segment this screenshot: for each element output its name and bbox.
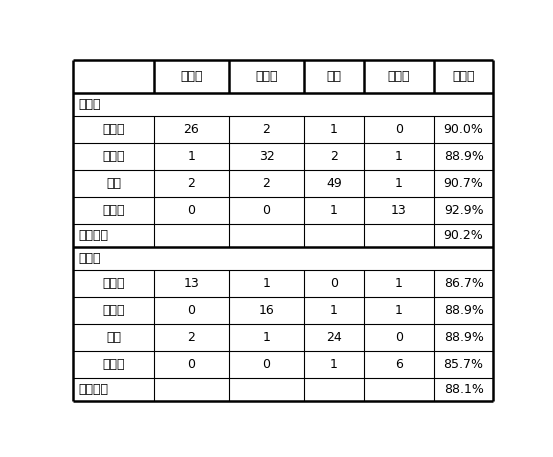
Text: 成熟: 成熟 xyxy=(106,331,121,345)
Text: 0: 0 xyxy=(187,204,195,218)
Text: 49: 49 xyxy=(326,177,342,191)
Text: 0: 0 xyxy=(263,358,270,372)
Text: 过成熟: 过成熟 xyxy=(102,204,125,218)
Text: 90.2%: 90.2% xyxy=(444,229,483,243)
Text: 1: 1 xyxy=(263,331,270,345)
Text: 成熟: 成熟 xyxy=(106,177,121,191)
Text: 半成熟: 半成熟 xyxy=(102,150,125,164)
Text: 1: 1 xyxy=(330,123,338,136)
Text: 13: 13 xyxy=(184,277,199,290)
Text: 过成熟: 过成熟 xyxy=(388,70,410,83)
Text: 1: 1 xyxy=(395,150,403,164)
Text: 86.7%: 86.7% xyxy=(444,277,483,290)
Text: 0: 0 xyxy=(187,304,195,318)
Text: 0: 0 xyxy=(395,123,403,136)
Text: 1: 1 xyxy=(330,358,338,372)
Text: 1: 1 xyxy=(395,177,403,191)
Text: 26: 26 xyxy=(184,123,199,136)
Text: 成熟: 成熟 xyxy=(326,70,341,83)
Text: 1: 1 xyxy=(187,150,195,164)
Text: 0: 0 xyxy=(395,331,403,345)
Text: 1: 1 xyxy=(395,304,403,318)
Text: 88.9%: 88.9% xyxy=(444,331,483,345)
Text: 32: 32 xyxy=(259,150,274,164)
Text: 24: 24 xyxy=(326,331,342,345)
Text: 未成熟: 未成熟 xyxy=(102,277,125,290)
Text: 88.1%: 88.1% xyxy=(444,383,483,397)
Text: 1: 1 xyxy=(330,304,338,318)
Text: 未成熟: 未成熟 xyxy=(180,70,202,83)
Text: 88.9%: 88.9% xyxy=(444,150,483,164)
Text: 半成熟: 半成熟 xyxy=(102,304,125,318)
Text: 正确率: 正确率 xyxy=(452,70,475,83)
Text: 2: 2 xyxy=(187,177,195,191)
Text: 2: 2 xyxy=(330,150,338,164)
Text: 90.7%: 90.7% xyxy=(444,177,483,191)
Text: 过成熟: 过成熟 xyxy=(102,358,125,372)
Text: 总正确率: 总正确率 xyxy=(79,229,108,243)
Text: 半成熟: 半成熟 xyxy=(255,70,278,83)
Text: 0: 0 xyxy=(187,358,195,372)
Text: 16: 16 xyxy=(259,304,274,318)
Text: 0: 0 xyxy=(330,277,338,290)
Text: 1: 1 xyxy=(263,277,270,290)
Text: 6: 6 xyxy=(395,358,403,372)
Text: 92.9%: 92.9% xyxy=(444,204,483,218)
Text: 校准集: 校准集 xyxy=(79,98,101,112)
Text: 85.7%: 85.7% xyxy=(444,358,484,372)
Text: 2: 2 xyxy=(187,331,195,345)
Text: 90.0%: 90.0% xyxy=(444,123,483,136)
Text: 2: 2 xyxy=(263,177,270,191)
Text: 未成熟: 未成熟 xyxy=(102,123,125,136)
Text: 13: 13 xyxy=(391,204,406,218)
Text: 预测集: 预测集 xyxy=(79,252,101,266)
Text: 总正确率: 总正确率 xyxy=(79,383,108,397)
Text: 1: 1 xyxy=(330,204,338,218)
Text: 0: 0 xyxy=(263,204,270,218)
Text: 2: 2 xyxy=(263,123,270,136)
Text: 1: 1 xyxy=(395,277,403,290)
Text: 88.9%: 88.9% xyxy=(444,304,483,318)
